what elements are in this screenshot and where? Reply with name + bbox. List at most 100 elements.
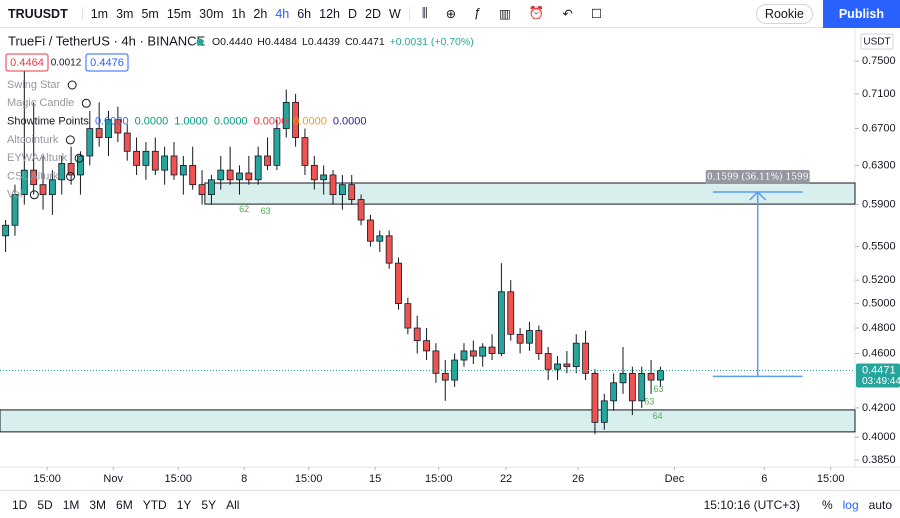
- range[interactable]: YTD: [142, 497, 167, 512]
- candle-body: [451, 359, 459, 381]
- icon[interactable]: ↶: [562, 7, 573, 21]
- range[interactable]: All: [226, 497, 240, 512]
- publish-button[interactable]: Publish: [822, 0, 900, 28]
- icon[interactable]: ⫼: [421, 6, 428, 20]
- visibility-icon: [74, 153, 84, 163]
- signal-label: 63: [644, 397, 654, 407]
- candle-body: [498, 291, 505, 354]
- indicator-name: Altcointurk: [7, 134, 59, 146]
- candle-body: [20, 169, 28, 195]
- range[interactable]: 6M: [116, 497, 133, 512]
- candle-body: [310, 164, 318, 181]
- ohlc-value: L0.4439: [302, 36, 340, 48]
- ranges: 1D 5D 1M 3M 6M YTD 1Y 5Y All: [0, 498, 239, 512]
- timeframe[interactable]: D: [347, 6, 358, 21]
- status-dot: [196, 38, 204, 46]
- candle-body: [161, 155, 169, 171]
- timeframe[interactable]: 2D: [365, 6, 381, 21]
- last-price-box: [856, 363, 900, 388]
- y-tick-label: 0.4000: [862, 431, 896, 443]
- range[interactable]: 1D: [12, 497, 28, 512]
- timeframe[interactable]: 6h: [297, 6, 312, 21]
- candle-body: [95, 128, 103, 138]
- scale-option[interactable]: auto: [868, 497, 892, 512]
- range[interactable]: 5D: [37, 497, 53, 512]
- candle-body: [610, 382, 618, 402]
- icon[interactable]: ƒ: [474, 6, 482, 20]
- x-tick-label: 6: [761, 473, 767, 485]
- candle-body: [236, 172, 243, 181]
- bid: 0.4464: [10, 57, 44, 69]
- candle-body: [86, 128, 94, 157]
- x-tick-label: 15:00: [33, 473, 61, 485]
- indicator-name: Vol: [7, 189, 22, 201]
- timeframe[interactable]: 1m: [90, 6, 109, 21]
- range[interactable]: 3M: [89, 497, 107, 512]
- scale-option[interactable]: %: [821, 497, 833, 512]
- candle-body: [320, 174, 328, 181]
- range[interactable]: 5Y: [201, 497, 217, 512]
- signal-label: 64: [653, 411, 663, 421]
- timeframe[interactable]: 12h: [319, 6, 340, 21]
- indicator-value: 0.0000: [293, 116, 327, 128]
- timeframe[interactable]: 1h: [231, 6, 246, 21]
- candle-body: [413, 327, 421, 342]
- icon[interactable]: ⊕: [445, 7, 457, 21]
- x-tick-label: Dec: [665, 473, 685, 485]
- candle-body: [507, 291, 515, 335]
- x-tick-label: 15:00: [817, 473, 845, 485]
- last-price-label: 0.4471: [862, 364, 896, 376]
- timeframe[interactable]: 2h: [253, 6, 268, 21]
- profile[interactable]: Rookie: [755, 3, 813, 24]
- y-tick-label: 0.7500: [862, 55, 896, 67]
- y-tick-label: 0.4600: [862, 347, 896, 359]
- range[interactable]: 1M: [62, 497, 80, 512]
- icon[interactable]: ⏰: [528, 6, 545, 20]
- scale-option[interactable]: log: [842, 497, 859, 512]
- chart-title: TrueFi / TetherUS · 4h · BINANCE: [8, 33, 206, 48]
- timeframe[interactable]: 4h: [275, 6, 290, 21]
- candle-body: [469, 350, 477, 357]
- symbol[interactable]: TRUUSDT: [0, 6, 83, 21]
- candle-body: [254, 155, 262, 181]
- candle-body: [245, 172, 253, 181]
- timeframe[interactable]: W: [389, 6, 401, 21]
- icon[interactable]: ☐: [590, 7, 603, 21]
- indicator-name: CSL Alturk: [7, 170, 59, 182]
- toolbar-icons: ⫼ ⊕ ƒ ▥ ⏰ ↶ ☐: [410, 6, 614, 21]
- icon[interactable]: ▥: [499, 7, 511, 21]
- candle-body: [226, 169, 234, 181]
- candle-body: [479, 346, 487, 357]
- timeframe[interactable]: 3m: [116, 6, 134, 21]
- candle-body: [198, 184, 206, 195]
- indicator-value: 0.0000: [214, 116, 248, 128]
- indicator-name: Magic Candle: [7, 97, 74, 109]
- candle-body: [376, 235, 384, 242]
- range[interactable]: 1Y: [176, 497, 192, 512]
- timeframe[interactable]: 30m: [199, 6, 224, 21]
- measure-label: 0.1599 (36.11%) 1599: [707, 171, 809, 182]
- currency-box: [860, 33, 894, 50]
- candle-body: [526, 330, 533, 344]
- candle-body: [105, 119, 112, 138]
- candle-body: [189, 164, 197, 186]
- candle-body: [582, 342, 589, 374]
- x-tick-label: 26: [572, 473, 584, 485]
- indicator-name: Swing Star: [7, 79, 61, 91]
- candle-body: [58, 163, 66, 181]
- candle-body: [217, 169, 225, 181]
- timeframe[interactable]: 15m: [166, 6, 192, 21]
- timeframe[interactable]: 5m: [141, 6, 159, 21]
- x-tick-label: Nov: [103, 473, 123, 485]
- candle-body: [600, 400, 608, 423]
- currency: USDT: [863, 37, 890, 48]
- candle-body: [488, 346, 496, 354]
- candle-body: [114, 119, 122, 134]
- y-tick-label: 0.6700: [862, 122, 896, 134]
- scale-options: % log auto: [822, 498, 892, 512]
- timeframes: 1m 3m 5m 15m 30m 1h 2h 4h 6h 12h D 2D W: [83, 6, 410, 21]
- candle-body: [460, 350, 468, 361]
- candle-body: [39, 184, 47, 195]
- candle-body: [338, 184, 346, 195]
